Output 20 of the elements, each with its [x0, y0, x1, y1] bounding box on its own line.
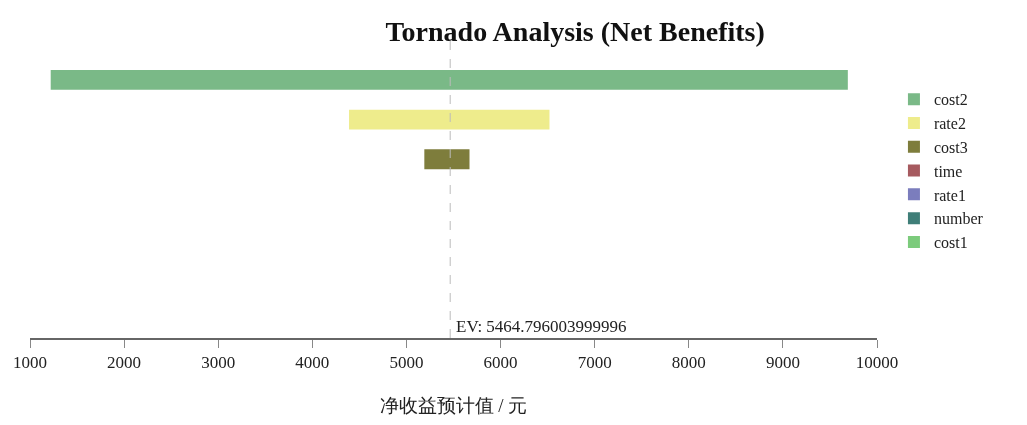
- x-tick-label: 2000: [107, 353, 142, 373]
- x-tick-label: 4000: [295, 353, 330, 373]
- x-tick-label: 7000: [577, 353, 612, 373]
- legend-label: cost2: [933, 91, 968, 109]
- legend-label: cost3: [933, 138, 968, 156]
- legend-label: cost1: [933, 234, 968, 252]
- legend-label: time: [933, 162, 963, 180]
- x-tick-label: 3000: [201, 353, 236, 373]
- x-tick-label: 6000: [483, 353, 518, 373]
- legend-label: rate2: [933, 115, 966, 133]
- x-axis-title: 净收益预计值 / 元: [379, 395, 528, 417]
- legend-label: rate1: [933, 186, 966, 204]
- x-tick-label: 8000: [671, 353, 706, 373]
- x-tick-label: 1000: [13, 353, 47, 373]
- x-tick-label: 10000: [855, 353, 899, 373]
- chart-title: Tornado Analysis (Net Benefits): [385, 15, 765, 47]
- x-tick-label: 5000: [389, 353, 424, 373]
- legend-label: number: [933, 210, 984, 228]
- x-tick-label: 9000: [765, 353, 800, 373]
- ref-line-label: EV: 5464.796003999996: [456, 317, 627, 336]
